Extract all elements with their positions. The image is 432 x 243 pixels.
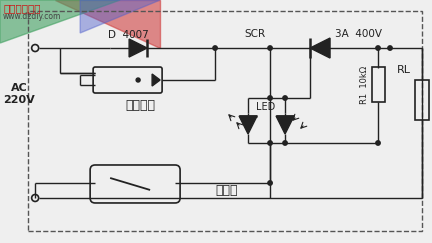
- Text: LED: LED: [256, 102, 275, 112]
- Text: D  4007: D 4007: [108, 30, 149, 40]
- Text: 220V: 220V: [3, 95, 35, 105]
- Circle shape: [213, 46, 217, 50]
- Text: R1  10kΩ: R1 10kΩ: [360, 66, 369, 104]
- Circle shape: [268, 46, 272, 50]
- Circle shape: [283, 96, 287, 100]
- Polygon shape: [80, 0, 160, 33]
- Polygon shape: [276, 116, 294, 134]
- Circle shape: [268, 96, 272, 100]
- Polygon shape: [129, 39, 147, 57]
- Bar: [372, 67, 385, 102]
- Circle shape: [268, 141, 272, 145]
- Text: AC: AC: [11, 83, 28, 93]
- Text: 3A  400V: 3A 400V: [334, 29, 381, 39]
- Bar: [415, 80, 429, 120]
- Circle shape: [318, 46, 322, 50]
- Circle shape: [376, 141, 380, 145]
- Circle shape: [136, 78, 140, 82]
- Polygon shape: [239, 116, 257, 134]
- Circle shape: [283, 141, 287, 145]
- Circle shape: [376, 46, 380, 50]
- Text: 电子制作天地: 电子制作天地: [3, 3, 41, 13]
- Text: 干簧管: 干簧管: [215, 184, 238, 198]
- Text: RL: RL: [397, 65, 411, 75]
- Circle shape: [388, 46, 392, 50]
- Polygon shape: [152, 74, 160, 86]
- Polygon shape: [0, 0, 120, 43]
- Polygon shape: [55, 0, 160, 48]
- Circle shape: [268, 181, 272, 185]
- Polygon shape: [310, 38, 330, 58]
- Text: www.dzdiy.com: www.dzdiy.com: [3, 12, 61, 21]
- Text: 水銀开关: 水銀开关: [125, 98, 155, 112]
- Text: SCR: SCR: [245, 29, 266, 39]
